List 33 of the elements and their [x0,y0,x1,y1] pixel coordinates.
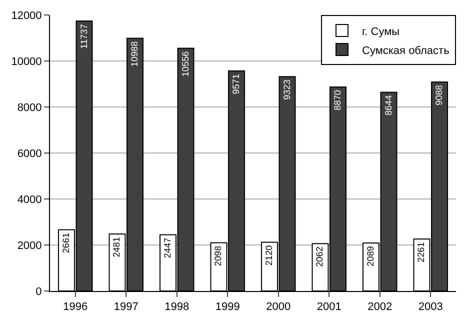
y-tick-label: 12000 [11,10,42,22]
x-tick-label: 1997 [114,301,138,314]
legend-label: Сумская область [362,44,450,57]
x-tick-label: 2000 [266,301,291,314]
data-label: 2261 [416,242,426,262]
data-label: 10556 [180,51,190,77]
data-label: 2447 [162,238,172,258]
data-label: 2661 [60,232,71,254]
y-tick-label: 2000 [17,240,42,252]
x-tick-label: 1998 [164,301,190,314]
data-label: 8870 [332,90,343,110]
y-tick-label: 10000 [11,56,42,68]
data-label: 2481 [112,236,122,258]
x-tick-label: 1996 [63,301,88,314]
data-label: 9571 [231,74,242,94]
y-tick-label: 0 [36,286,42,298]
x-tick-label: 1999 [215,301,240,314]
data-label: 8644 [383,95,394,116]
x-tick-label: 2002 [368,301,392,314]
data-label: 10988 [130,41,140,67]
y-tick-label: 8000 [17,102,42,114]
data-label: 11737 [78,24,89,49]
x-tick-label: 2003 [418,301,443,314]
x-tick-label: 2001 [316,301,342,314]
data-label: 9088 [434,85,444,106]
legend-label: г. Сумы [362,26,400,38]
y-tick-label: 4000 [17,194,42,206]
y-tick-label: 6000 [17,148,42,160]
data-label: 2089 [365,246,376,266]
data-label: 2062 [314,246,325,267]
data-label: 2098 [213,246,224,266]
data-label: 9323 [282,80,292,100]
data-label: 2120 [264,245,274,266]
